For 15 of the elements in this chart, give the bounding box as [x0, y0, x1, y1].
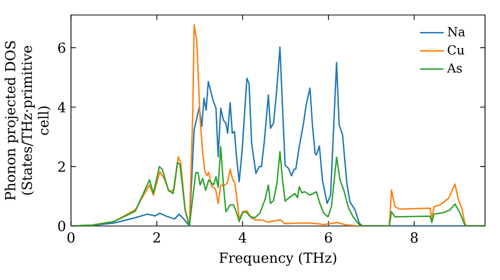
x-tick-label: 8: [410, 232, 418, 243]
line-series: [70, 146, 486, 226]
y-axis-title: Phonon projected DOS (States/THz·primitive cell): [4, 41, 51, 200]
legend-label: As: [447, 63, 462, 73]
y-tick-label: 4: [58, 102, 66, 112]
x-tick-label: 2: [153, 232, 160, 243]
legend-label: Na: [448, 27, 466, 36]
x-tick-label: 0: [68, 232, 74, 243]
y-tick-label: 2: [58, 161, 65, 172]
x-tick-label: 4: [238, 232, 246, 243]
y-tick-label: 0: [58, 220, 66, 232]
legend-label: Cu: [448, 45, 464, 55]
y-tick-label: 6: [58, 42, 66, 53]
x-axis-title: Frequency (THz): [219, 252, 336, 266]
x-tick-label: 6: [324, 232, 332, 243]
